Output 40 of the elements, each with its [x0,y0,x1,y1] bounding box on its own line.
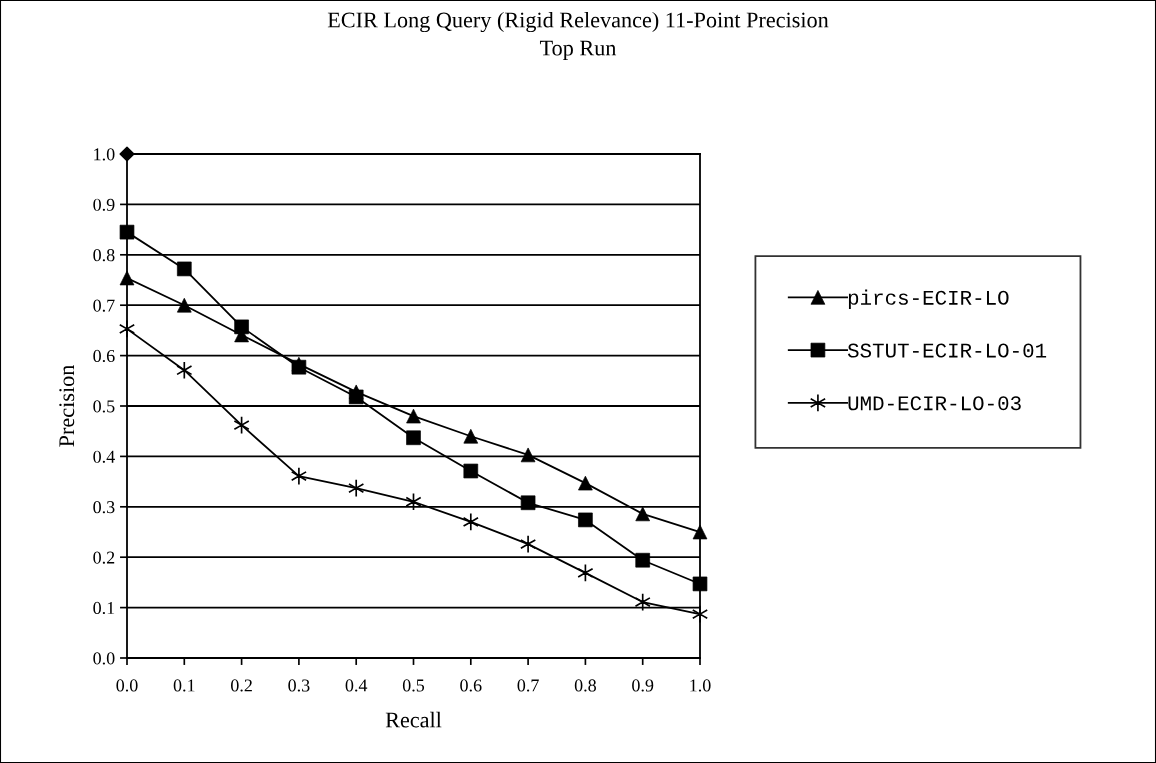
point [520,534,537,554]
point [692,576,708,592]
y-tick-label: 0.6 [93,349,115,363]
y-tick-label: 0.5 [93,400,115,413]
x-tick-label: 0.5 [402,679,425,692]
y-tick-label: 0.8 [93,249,115,262]
x-tick-label: 0.4 [345,679,368,692]
point [176,361,193,380]
y-tick-label: 0.3 [93,501,115,514]
point [290,466,307,486]
x-tick-label: 0.0 [116,679,138,692]
point [691,604,709,624]
legend-label: UMD-ECIR-LO-03 [848,396,1021,411]
y-tick-label: 0.4 [93,450,115,463]
chart-subtitle: Top Run [539,40,617,61]
point [118,319,136,339]
y-tick-label: 0.0 [93,652,115,665]
point [520,495,536,511]
point [634,592,651,612]
x-tick-label: 0.9 [632,679,654,692]
x-axis-title: Recall [385,711,442,728]
y-tick-label: 0.2 [93,551,115,564]
y-tick-label: 0.1 [93,601,115,615]
legend-label: pircs-ECIR-LO [848,289,1009,309]
y-tick-label: 1.0 [94,148,115,161]
x-tick-label: 0.6 [460,679,482,692]
x-tick-label: 0.1 [173,679,195,692]
chart-title: ECIR Long Query (Rigid Relevance) 11-Point Precision [327,11,829,33]
legend-label: SSTUT-ECIR-LO-01 [847,343,1047,358]
point [348,478,365,498]
point [462,512,479,532]
x-tick-label: 0.8 [574,679,596,692]
x-tick-label: 0.2 [231,679,252,692]
x-tick-label: 1.0 [690,679,711,692]
x-tick-label: 0.3 [288,679,310,692]
y-tick-label: 0.7 [93,299,115,312]
x-tick-label: 0.7 [517,679,539,692]
point [119,146,135,162]
y-tick-label: 0.9 [93,198,115,211]
y-axis-title: Precision [59,364,75,447]
